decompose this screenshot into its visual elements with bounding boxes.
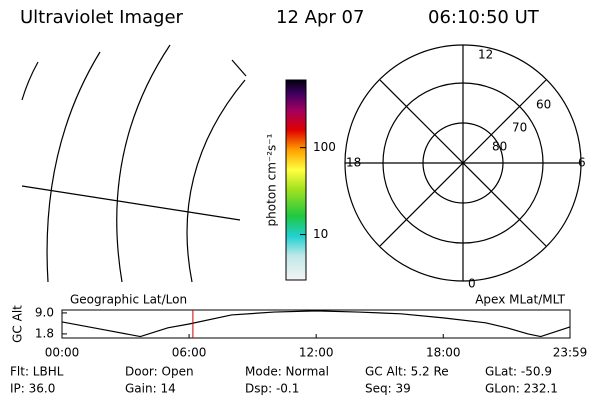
mlt-label: 6 — [578, 156, 586, 170]
colorbar — [285, 79, 307, 281]
info-field: GLon: 232.1 — [485, 382, 558, 396]
left-label: Geographic Lat/Lon — [70, 293, 187, 307]
info-field: IP: 36.0 — [10, 382, 55, 396]
x-tick-label: 12:00 — [299, 346, 334, 360]
date: 12 Apr 07 — [276, 7, 364, 28]
x-tick-label: 06:00 — [172, 346, 207, 360]
colorbar-tick-label: 10 — [313, 227, 328, 241]
mlat-label: 80 — [492, 140, 507, 154]
info-field: GLat: -50.9 — [485, 365, 552, 379]
colorbar-label: photon cm⁻²s⁻¹ — [265, 133, 279, 226]
info-field: GC Alt: 5.2 Re — [365, 365, 449, 379]
time: 06:10:50 UT — [428, 7, 540, 28]
gc-alt-line — [61, 310, 571, 338]
plot-frame — [61, 309, 571, 339]
mlt-label: 0 — [468, 277, 476, 291]
y-tick-label: 1.8 — [35, 326, 54, 340]
title: Ultraviolet Imager — [20, 7, 184, 28]
y-axis-label: GC Alt — [11, 305, 25, 343]
info-field: Flt: LBHL — [10, 365, 64, 379]
right-label: Apex MLat/MLT — [475, 293, 565, 307]
mlat-label: 70 — [512, 121, 527, 135]
info-field: Gain: 14 — [125, 382, 176, 396]
polar-grid — [344, 44, 582, 282]
mlt-label: 18 — [346, 156, 361, 170]
x-tick-label: 00:00 — [45, 346, 80, 360]
image-panel — [21, 44, 247, 283]
colorbar-tick-label: 100 — [313, 140, 336, 154]
x-tick-label: 18:00 — [426, 346, 461, 360]
info-field: Door: Open — [125, 365, 194, 379]
info-field: Dsp: -0.1 — [245, 382, 299, 396]
mlat-label: 60 — [536, 98, 551, 112]
info-field: Mode: Normal — [245, 365, 329, 379]
y-tick-label: 9.0 — [35, 305, 54, 319]
x-tick-label: 23:59 — [553, 346, 588, 360]
mlt-label: 12 — [478, 48, 493, 62]
info-field: Seq: 39 — [365, 382, 411, 396]
